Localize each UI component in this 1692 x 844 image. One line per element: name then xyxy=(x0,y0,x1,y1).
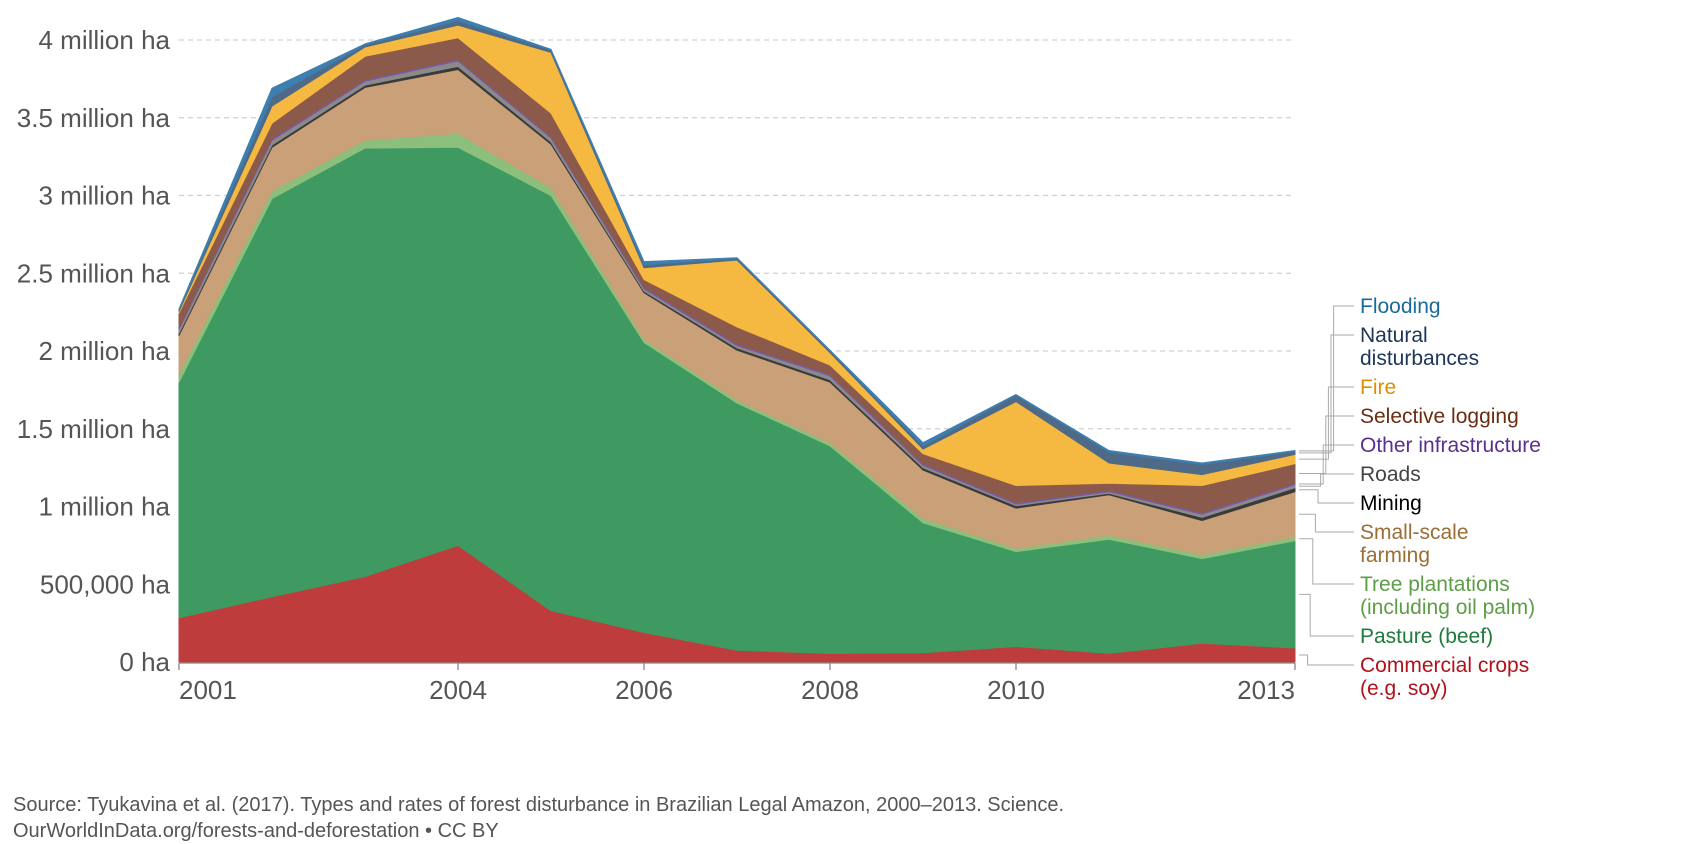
x-tick-label: 2001 xyxy=(179,675,237,705)
x-tick-label: 2010 xyxy=(987,675,1045,705)
legend-label: Pasture (beef) xyxy=(1360,625,1493,648)
legend-label: Mining xyxy=(1360,492,1422,515)
legend-item-other-infrastructure[interactable]: Other infrastructure xyxy=(1299,434,1541,485)
source-text: Source: Tyukavina et al. (2017). Types a… xyxy=(13,794,1065,816)
legend-label: farming xyxy=(1360,544,1430,567)
legend-item-tree-plantations-including-oil-palm[interactable]: Tree plantations(including oil palm) xyxy=(1299,538,1535,619)
x-tick-label: 2004 xyxy=(429,675,487,705)
legend-connector xyxy=(1299,538,1354,585)
x-tick-label: 2006 xyxy=(615,675,673,705)
x-tick-label: 2013 xyxy=(1237,675,1295,705)
legend-connector xyxy=(1299,489,1354,504)
legend-label: Natural xyxy=(1360,324,1428,347)
legend-label: Selective logging xyxy=(1360,405,1519,428)
y-tick-label: 1 million ha xyxy=(38,492,170,522)
legend-label: Tree plantations xyxy=(1360,573,1510,596)
y-tick-label: 1.5 million ha xyxy=(17,414,171,444)
area-series xyxy=(178,17,1296,663)
legend-connector xyxy=(1299,513,1354,533)
legend: FloodingNaturaldisturbancesFireSelective… xyxy=(1299,295,1541,700)
legend-label: disturbances xyxy=(1360,347,1479,370)
axes: 0 ha 500,000 ha 1 million ha 1.5 million ha… xyxy=(17,25,1296,705)
legend-connector xyxy=(1299,444,1354,485)
legend-item-mining[interactable]: Mining xyxy=(1299,489,1422,515)
y-tick-label: 0 ha xyxy=(119,647,170,677)
source-note: Source: Tyukavina et al. (2017). Types a… xyxy=(13,792,1064,844)
legend-connector xyxy=(1299,334,1354,454)
legend-item-fire[interactable]: Fire xyxy=(1299,376,1396,460)
legend-connector xyxy=(1299,305,1354,452)
legend-connector xyxy=(1299,654,1354,666)
legend-label: Roads xyxy=(1360,463,1421,486)
x-tick-label: 2008 xyxy=(801,675,859,705)
legend-label: Flooding xyxy=(1360,295,1441,318)
legend-connector xyxy=(1299,473,1354,487)
legend-label: Small-scale xyxy=(1360,521,1469,544)
legend-item-commercial-crops-e-g-soy[interactable]: Commercial crops(e.g. soy) xyxy=(1299,654,1529,700)
area-flooding[interactable] xyxy=(178,17,1296,465)
legend-item-flooding[interactable]: Flooding xyxy=(1299,295,1441,452)
y-tick-label: 3 million ha xyxy=(38,181,170,211)
legend-label: Fire xyxy=(1360,376,1396,399)
legend-label: (including oil palm) xyxy=(1360,596,1535,619)
y-tick-label: 500,000 ha xyxy=(40,569,171,599)
legend-label: Commercial crops xyxy=(1360,654,1529,677)
y-tick-label: 2.5 million ha xyxy=(17,258,171,288)
legend-label: (e.g. soy) xyxy=(1360,677,1448,700)
credit-text: OurWorldInData.org/forests-and-deforesta… xyxy=(13,820,499,842)
y-tick-label: 4 million ha xyxy=(38,25,170,55)
legend-item-pasture-beef[interactable]: Pasture (beef) xyxy=(1299,593,1493,648)
legend-item-roads[interactable]: Roads xyxy=(1299,463,1421,487)
y-tick-label: 3.5 million ha xyxy=(17,103,171,133)
legend-connector xyxy=(1299,386,1354,460)
legend-connector xyxy=(1299,593,1354,637)
legend-label: Other infrastructure xyxy=(1360,434,1541,457)
y-tick-label: 2 million ha xyxy=(38,336,170,366)
